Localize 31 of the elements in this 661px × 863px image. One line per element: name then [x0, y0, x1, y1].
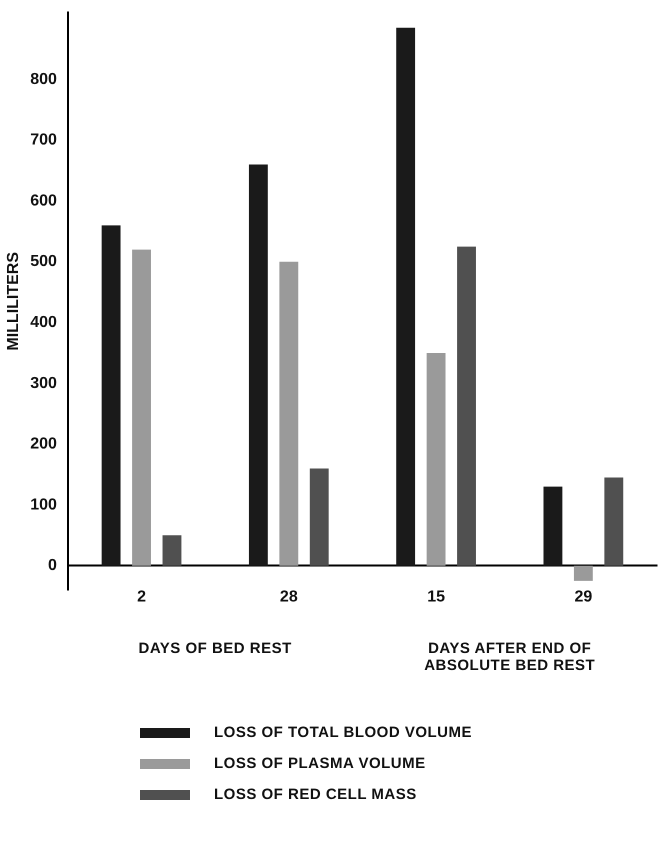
- y-tick-label: 400: [30, 314, 57, 331]
- y-tick-label: 600: [30, 192, 57, 210]
- y-tick-label: 300: [30, 374, 57, 392]
- bar: [396, 28, 416, 566]
- text: DAYS OF BED REST: [138, 640, 293, 657]
- bar: [543, 486, 562, 566]
- y-tick-label: 0: [48, 557, 57, 574]
- bar: [132, 250, 151, 566]
- bar: [457, 246, 476, 566]
- y-tick-label: 800: [30, 70, 57, 88]
- text: DAYS AFTER END OF ABSOLUTE BED REST: [423, 640, 596, 674]
- y-tick-label: 200: [30, 436, 57, 453]
- bar: [574, 566, 593, 581]
- bar: [279, 262, 298, 566]
- y-tick-label: 100: [30, 496, 57, 514]
- bar: [426, 352, 446, 566]
- bar: [102, 225, 121, 566]
- x-tick-label: 28: [280, 588, 298, 606]
- legend-label: LOSS OF RED CELL MASS: [214, 786, 417, 803]
- x-tick-label: 29: [574, 588, 592, 606]
- legend-label: LOSS OF TOTAL BLOOD VOLUME: [214, 724, 472, 741]
- x-tick-label: 15: [427, 588, 446, 606]
- y-axis-title: MILLILITERS: [5, 252, 22, 351]
- bar: [162, 535, 182, 566]
- bar: [310, 468, 329, 566]
- bar: [248, 164, 268, 566]
- y-tick-label: 700: [30, 132, 57, 149]
- legend-label: LOSS OF PLASMA VOLUME: [214, 755, 426, 772]
- x-tick-label: 2: [137, 588, 146, 606]
- bar: [604, 478, 624, 566]
- y-tick-label: 500: [30, 253, 57, 270]
